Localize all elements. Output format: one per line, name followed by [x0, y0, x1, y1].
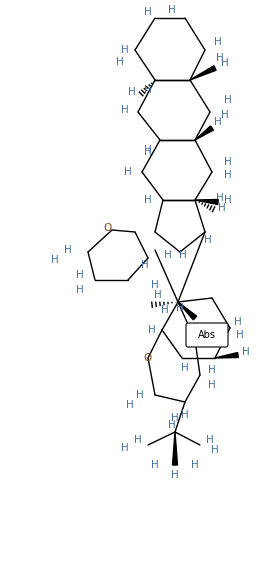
Text: H: H [171, 470, 179, 480]
Text: H: H [128, 87, 136, 97]
Text: H: H [144, 147, 152, 157]
Text: H: H [161, 305, 169, 315]
Text: H: H [214, 37, 222, 47]
Text: H: H [181, 410, 189, 420]
Text: H: H [221, 110, 229, 120]
Text: H: H [224, 195, 232, 205]
Text: H: H [206, 435, 214, 445]
Text: H: H [179, 250, 187, 260]
Text: H: H [211, 445, 219, 455]
Polygon shape [172, 432, 178, 465]
Text: H: H [224, 157, 232, 167]
Text: H: H [224, 170, 232, 180]
Text: H: H [148, 325, 156, 335]
Text: H: H [164, 250, 172, 260]
Text: H: H [64, 245, 72, 255]
Text: H: H [208, 365, 216, 375]
Text: H: H [136, 390, 144, 400]
Text: H: H [191, 460, 199, 470]
Text: H: H [201, 335, 209, 345]
Text: H: H [116, 57, 124, 67]
Polygon shape [195, 126, 213, 140]
Polygon shape [215, 352, 238, 358]
Text: H: H [51, 255, 59, 265]
Text: H: H [216, 193, 224, 203]
Text: H: H [171, 413, 179, 423]
Text: H: H [224, 95, 232, 105]
Text: H: H [242, 347, 250, 357]
Text: H: H [234, 317, 242, 327]
Text: H: H [216, 53, 224, 63]
Text: H: H [134, 435, 142, 445]
Text: H: H [151, 280, 159, 290]
Text: H: H [181, 363, 189, 373]
Text: H: H [76, 270, 84, 280]
Text: H: H [204, 235, 212, 245]
Text: H: H [144, 7, 152, 17]
Text: H: H [151, 460, 159, 470]
Polygon shape [195, 199, 218, 204]
Text: H: H [121, 443, 129, 453]
Text: H: H [214, 117, 222, 127]
Text: O: O [103, 223, 111, 233]
Text: H: H [144, 145, 152, 155]
Text: H: H [121, 105, 129, 115]
Text: H: H [236, 330, 244, 340]
Text: H: H [221, 58, 229, 68]
Text: O: O [144, 353, 152, 363]
Text: H: H [168, 420, 176, 430]
Text: H: H [176, 303, 184, 313]
Text: H: H [126, 400, 134, 410]
Text: H: H [124, 167, 132, 177]
Text: H: H [168, 5, 176, 15]
Text: H: H [121, 45, 129, 55]
Text: H: H [144, 85, 152, 95]
Text: H: H [218, 203, 226, 213]
Text: H: H [144, 195, 152, 205]
FancyBboxPatch shape [186, 323, 228, 347]
Text: H: H [76, 285, 84, 295]
Text: H: H [208, 380, 216, 390]
Text: Abs: Abs [198, 330, 216, 340]
Polygon shape [178, 302, 197, 320]
Text: H: H [154, 290, 162, 300]
Text: H: H [141, 260, 149, 270]
Polygon shape [190, 66, 216, 80]
